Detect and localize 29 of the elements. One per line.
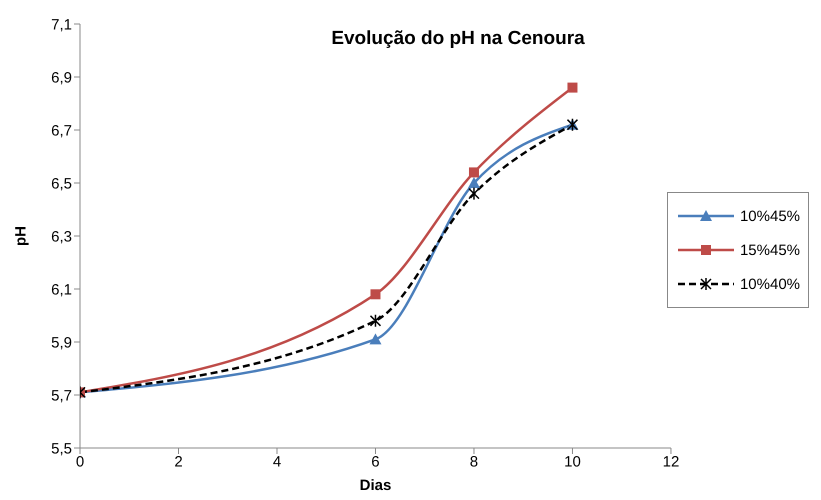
point <box>369 333 382 344</box>
x-tick-label: 4 <box>272 454 282 471</box>
legend-label: 10%45% <box>740 208 800 224</box>
point <box>468 167 479 178</box>
y-tick-label: 5,5 <box>51 440 72 458</box>
legend-label: 10%40% <box>740 276 800 292</box>
legend-label: 15%45% <box>740 242 800 258</box>
y-tick-label: 5,7 <box>51 387 72 404</box>
y-tick-label: 7,1 <box>51 16 72 34</box>
x-axis-title: Dias <box>360 477 392 494</box>
point <box>468 177 480 188</box>
point <box>468 186 480 200</box>
y-tick-label: 6,1 <box>51 281 72 298</box>
y-tick-label: 5,9 <box>51 334 72 352</box>
x-tick-label: 0 <box>76 454 84 471</box>
point <box>567 82 578 93</box>
x-tick-label: 12 <box>662 454 680 471</box>
x-tick-label: 8 <box>470 454 478 471</box>
y-tick-label: 6,9 <box>51 69 72 86</box>
point <box>370 289 380 300</box>
x-tick-label: 2 <box>174 454 183 471</box>
x-tick-label: 10 <box>564 454 581 471</box>
chart-title: Evolução do pH na Cenoura <box>330 28 586 50</box>
y-tick-label: 6,3 <box>51 228 72 246</box>
y-tick-label: 6,5 <box>51 175 72 192</box>
y-axis-title: pH <box>12 226 30 246</box>
x-tick-label: 6 <box>371 454 380 471</box>
y-tick-label: 6,7 <box>51 122 72 140</box>
point <box>370 314 382 328</box>
